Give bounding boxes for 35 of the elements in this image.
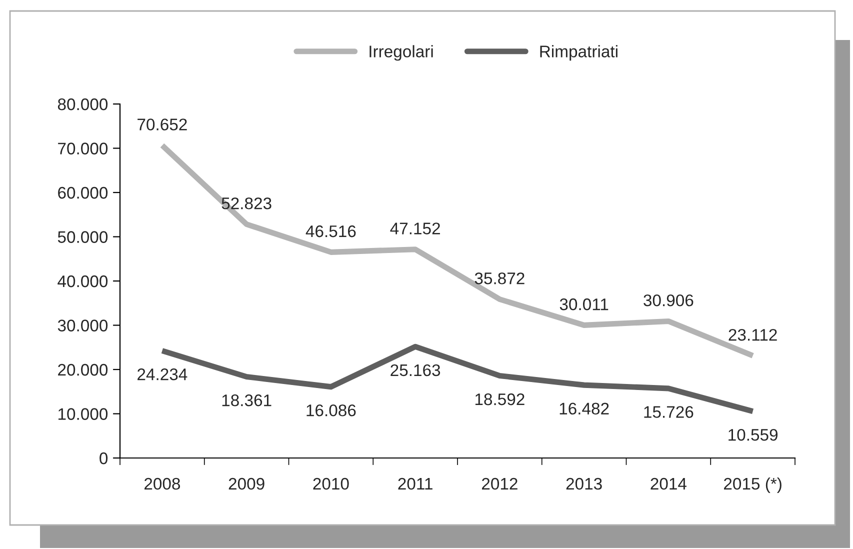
data-label: 46.516: [306, 225, 356, 238]
data-label: 70.652: [138, 118, 187, 130]
x-tick-label: 2008: [144, 478, 180, 490]
y-tick-label: 60.000: [58, 186, 108, 199]
data-label: 30.906: [644, 294, 694, 306]
data-label: 30.011: [560, 298, 608, 310]
x-tick-label: 2009: [228, 478, 264, 490]
data-label: 35.872: [474, 272, 524, 284]
legend-label: Rimpatriati: [540, 45, 618, 61]
data-label: 24.234: [138, 368, 188, 380]
data-label: 52.823: [222, 197, 272, 210]
y-tick-label: 70.000: [58, 142, 108, 154]
y-tick-label: 10.000: [58, 408, 108, 420]
data-label: 18.361: [222, 394, 272, 406]
data-label: 47.152: [390, 222, 440, 234]
x-tick-label: 2012: [482, 478, 518, 490]
x-tick-label: 2014: [650, 478, 686, 490]
data-label: 15.726: [644, 406, 694, 418]
legend-label: Irregolari: [370, 45, 433, 61]
y-tick-label: 0: [100, 452, 108, 464]
y-tick-label: 80.000: [58, 98, 108, 110]
x-tick-label: 2011: [398, 478, 432, 490]
data-label: 16.482: [560, 402, 609, 415]
data-label: 10.559: [728, 428, 778, 441]
x-tick-label: 2010: [313, 478, 349, 490]
data-label: 16.086: [306, 404, 356, 416]
y-tick-label: 40.000: [58, 275, 108, 288]
data-label: 25.163: [390, 364, 440, 376]
x-tick-label: 2015 (*): [724, 477, 782, 493]
y-tick-label: 30.000: [58, 320, 108, 332]
data-label: 23.112: [728, 328, 777, 341]
x-tick-label: 2013: [566, 478, 602, 490]
y-tick-label: 20.000: [58, 364, 108, 376]
data-label: 18.592: [475, 393, 524, 406]
y-tick-label: 50.000: [58, 231, 108, 243]
